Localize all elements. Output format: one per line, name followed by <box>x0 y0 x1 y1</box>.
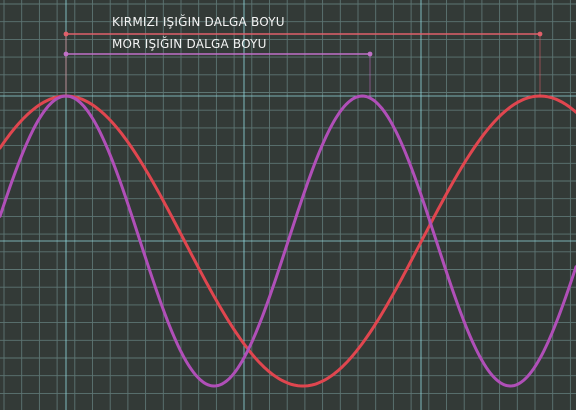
red-wavelength-bracket <box>63 31 543 96</box>
violet-light-wave <box>0 94 576 388</box>
violet-wavelength-label: MOR IŞIĞIN DALGA BOYU <box>112 36 267 51</box>
red-wavelength-label: KIRMIZI IŞIĞIN DALGA BOYU <box>112 14 285 29</box>
red-light-wave <box>0 94 576 388</box>
violet-wavelength-bracket <box>63 51 373 96</box>
